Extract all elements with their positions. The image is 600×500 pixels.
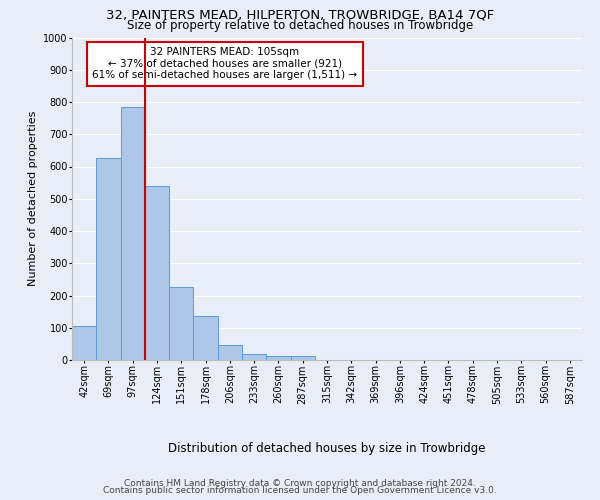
Text: 32, PAINTERS MEAD, HILPERTON, TROWBRIDGE, BA14 7QF: 32, PAINTERS MEAD, HILPERTON, TROWBRIDGE… <box>106 9 494 22</box>
Bar <box>290 356 315 360</box>
Bar <box>96 158 121 360</box>
Bar <box>121 107 145 360</box>
Bar <box>218 346 242 360</box>
Text: Contains public sector information licensed under the Open Government Licence v3: Contains public sector information licen… <box>103 486 497 495</box>
Text: 32 PAINTERS MEAD: 105sqm
← 37% of detached houses are smaller (921)
61% of semi-: 32 PAINTERS MEAD: 105sqm ← 37% of detach… <box>92 47 358 80</box>
Bar <box>193 316 218 360</box>
Bar <box>145 186 169 360</box>
Bar <box>169 288 193 360</box>
Bar <box>242 354 266 360</box>
Y-axis label: Number of detached properties: Number of detached properties <box>28 111 38 286</box>
Text: Contains HM Land Registry data © Crown copyright and database right 2024.: Contains HM Land Registry data © Crown c… <box>124 478 476 488</box>
X-axis label: Distribution of detached houses by size in Trowbridge: Distribution of detached houses by size … <box>168 442 486 456</box>
Bar <box>266 356 290 360</box>
Text: Size of property relative to detached houses in Trowbridge: Size of property relative to detached ho… <box>127 18 473 32</box>
Bar <box>72 326 96 360</box>
